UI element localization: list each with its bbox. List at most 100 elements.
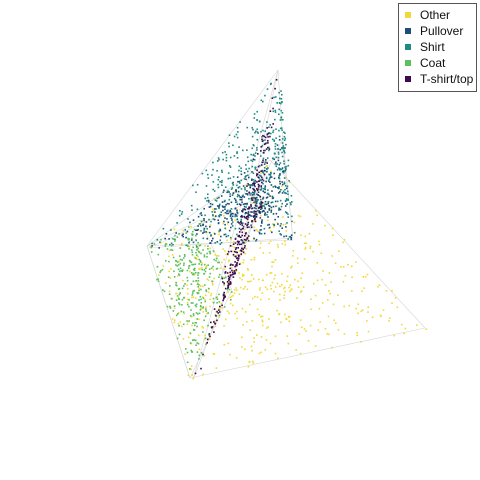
data-point: [388, 319, 390, 322]
data-point: [199, 295, 202, 298]
projection-edge: [146, 245, 191, 379]
data-point: [241, 227, 244, 230]
data-point: [221, 307, 223, 309]
data-point: [190, 204, 193, 207]
data-point: [257, 183, 260, 186]
data-point: [202, 331, 204, 333]
data-point: [267, 219, 269, 222]
data-point: [260, 351, 262, 354]
data-point: [216, 170, 218, 172]
data-point: [235, 255, 237, 258]
data-point: [342, 280, 345, 283]
data-point: [254, 189, 256, 192]
data-point: [237, 220, 240, 223]
data-point: [262, 139, 265, 142]
data-point: [194, 267, 196, 270]
data-point: [209, 205, 212, 208]
data-point: [188, 226, 190, 228]
data-point: [218, 215, 220, 217]
data-point: [244, 187, 246, 189]
data-point: [274, 274, 276, 277]
data-point: [260, 150, 262, 152]
data-point: [324, 328, 327, 330]
data-point: [209, 242, 212, 244]
data-point: [192, 296, 194, 298]
data-point: [279, 199, 282, 202]
data-point: [286, 275, 289, 278]
data-point: [218, 276, 220, 278]
data-point: [165, 260, 167, 262]
data-point: [237, 257, 240, 260]
data-point: [209, 335, 211, 338]
data-point: [219, 229, 222, 232]
data-point: [282, 149, 285, 152]
data-point: [190, 309, 192, 311]
data-point: [238, 146, 240, 148]
data-point: [236, 151, 238, 153]
data-point: [235, 190, 237, 193]
data-point: [255, 166, 257, 169]
data-point: [242, 251, 245, 254]
data-point: [253, 212, 255, 215]
data-point: [272, 129, 275, 132]
data-point: [227, 284, 230, 287]
data-point: [237, 259, 239, 262]
data-point: [278, 163, 281, 166]
data-point: [222, 281, 224, 283]
data-point: [203, 355, 206, 357]
projection-edge: [269, 159, 426, 329]
data-point: [213, 331, 215, 333]
data-point: [263, 187, 265, 190]
data-point: [247, 216, 250, 219]
data-point: [264, 136, 267, 139]
data-point: [184, 255, 186, 257]
data-point: [222, 299, 224, 302]
data-point: [251, 297, 254, 300]
data-point: [245, 239, 247, 241]
data-point: [263, 169, 266, 172]
data-point: [213, 190, 216, 192]
data-point: [338, 250, 340, 252]
data-point: [269, 83, 272, 86]
data-point: [235, 199, 237, 201]
data-point: [212, 218, 215, 220]
data-point: [279, 119, 282, 121]
data-point: [223, 215, 225, 217]
legend-swatch-coat: [405, 60, 411, 66]
data-point: [246, 203, 248, 206]
data-point: [168, 255, 170, 258]
data-point: [262, 182, 264, 185]
data-point: [264, 212, 267, 214]
data-point: [284, 166, 286, 168]
data-point: [258, 120, 261, 123]
data-point: [242, 149, 244, 152]
data-point: [229, 156, 232, 159]
data-point: [169, 285, 171, 287]
data-point: [231, 269, 233, 272]
data-point: [254, 295, 256, 298]
data-point: [225, 204, 227, 206]
data-point: [195, 244, 198, 247]
data-point: [265, 142, 267, 145]
data-point: [238, 222, 240, 224]
data-point: [256, 110, 258, 113]
data-point: [181, 211, 184, 213]
data-point: [254, 155, 256, 157]
data-point: [214, 211, 216, 213]
data-point: [240, 220, 242, 222]
data-point: [166, 248, 169, 250]
data-point: [230, 188, 233, 190]
data-point: [164, 244, 167, 246]
data-point: [256, 169, 258, 172]
data-point: [273, 290, 275, 293]
data-point: [253, 229, 256, 232]
data-point: [186, 303, 189, 306]
data-point: [324, 284, 327, 286]
data-point: [220, 302, 223, 305]
data-point: [205, 265, 208, 267]
data-point: [241, 224, 244, 226]
data-point: [300, 326, 303, 328]
data-point: [196, 229, 198, 231]
data-point: [265, 177, 268, 180]
data-point: [223, 325, 225, 327]
